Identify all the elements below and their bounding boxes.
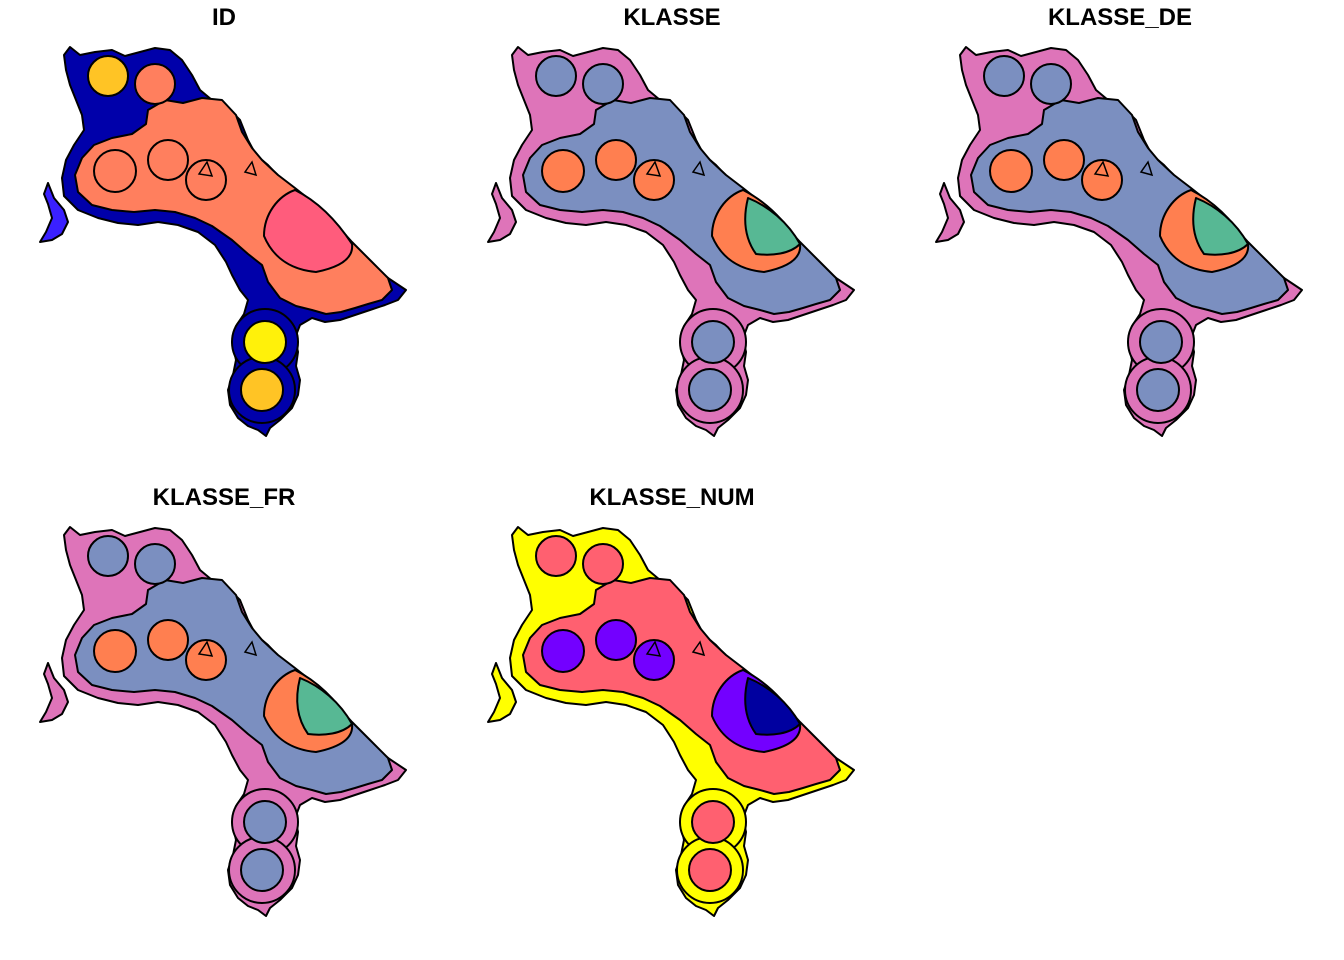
region-circle-south-lower — [240, 368, 284, 412]
region-crescent — [263, 189, 354, 273]
region-circle-central — [595, 139, 637, 181]
region-circle-south-upper — [1139, 320, 1183, 364]
map-title: KLASSE_DE — [1047, 4, 1193, 31]
region-circle-south-lower — [240, 848, 284, 892]
region-circle-central — [147, 139, 189, 181]
region-circle-northeast — [582, 63, 624, 105]
region-circle-central — [1081, 159, 1123, 201]
region-inlet — [197, 640, 258, 657]
region-circle-northwest — [535, 55, 577, 97]
region-circle-central — [185, 159, 227, 201]
map-svg — [935, 46, 1303, 437]
region-circle-south-upper — [691, 320, 735, 364]
region-circle-northeast — [582, 543, 624, 585]
map-title: KLASSE_FR — [152, 484, 296, 511]
map-panel-klasse-num: KLASSE_NUM — [448, 480, 896, 960]
region-inner-crescent — [1192, 197, 1249, 256]
region-circle-central — [93, 629, 137, 673]
map-svg — [487, 46, 855, 437]
map-panel-id: ID — [0, 0, 448, 480]
region-circle-northwest — [983, 55, 1025, 97]
region-inlet — [645, 640, 706, 657]
region-circle-central — [633, 639, 675, 681]
region-circle-south-upper — [691, 800, 735, 844]
map-panel-klasse: KLASSE — [448, 0, 896, 480]
region-circle-south-lower — [1136, 368, 1180, 412]
region-islet — [39, 182, 69, 243]
region-circle-south-upper — [243, 800, 287, 844]
region-circle-south-upper — [243, 320, 287, 364]
region-circle-northeast — [134, 543, 176, 585]
region-inner-crescent — [744, 197, 801, 256]
region-circle-south-lower — [688, 368, 732, 412]
region-circle-central — [989, 149, 1033, 193]
region-circle-central — [595, 619, 637, 661]
region-islet — [487, 662, 517, 723]
region-circle-central — [93, 149, 137, 193]
region-inlet — [645, 160, 706, 177]
region-circle-northeast — [134, 63, 176, 105]
region-circle-central — [633, 159, 675, 201]
map-svg — [39, 46, 407, 437]
map-panel-klasse-fr: KLASSE_FR — [0, 480, 448, 960]
map-title: KLASSE_NUM — [589, 484, 755, 511]
region-circle-northwest — [535, 535, 577, 577]
map-svg — [39, 526, 407, 917]
region-islet — [487, 182, 517, 243]
region-inlet — [1093, 160, 1154, 177]
map-panel-klasse-de: KLASSE_DE — [896, 0, 1344, 480]
region-circle-central — [1043, 139, 1085, 181]
region-circle-northwest — [87, 535, 129, 577]
map-svg — [487, 526, 855, 917]
region-circle-central — [147, 619, 189, 661]
region-inner-crescent — [296, 677, 353, 736]
region-circle-central — [541, 629, 585, 673]
region-circle-central — [185, 639, 227, 681]
region-circle-northeast — [1030, 63, 1072, 105]
region-islet — [935, 182, 965, 243]
region-circle-northwest — [87, 55, 129, 97]
map-title: KLASSE — [623, 4, 721, 31]
region-circle-south-lower — [688, 848, 732, 892]
map-title: ID — [212, 4, 236, 31]
region-islet — [39, 662, 69, 723]
region-inner-crescent — [744, 677, 801, 736]
region-inlet — [197, 160, 258, 177]
region-circle-central — [541, 149, 585, 193]
